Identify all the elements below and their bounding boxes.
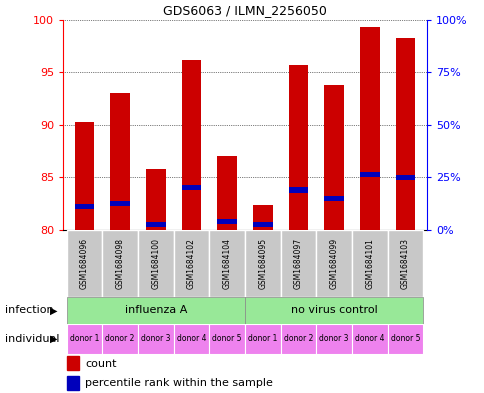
Bar bbox=[110, 93, 130, 230]
Bar bbox=[387, 324, 423, 354]
Bar bbox=[67, 356, 79, 370]
Text: donor 1: donor 1 bbox=[247, 334, 277, 343]
Text: donor 5: donor 5 bbox=[390, 334, 419, 343]
Text: GSM1684097: GSM1684097 bbox=[293, 238, 302, 289]
Text: ▶: ▶ bbox=[49, 334, 57, 344]
Bar bbox=[280, 324, 316, 354]
Bar bbox=[253, 205, 272, 230]
Bar bbox=[244, 230, 280, 297]
Text: ▶: ▶ bbox=[49, 305, 57, 316]
Bar bbox=[324, 196, 343, 201]
Bar bbox=[173, 324, 209, 354]
Text: GSM1684102: GSM1684102 bbox=[186, 238, 196, 289]
Text: infection: infection bbox=[5, 305, 53, 316]
Bar bbox=[137, 230, 173, 297]
Text: GSM1684098: GSM1684098 bbox=[115, 238, 124, 289]
Bar bbox=[181, 185, 201, 191]
Bar bbox=[395, 175, 414, 180]
Bar bbox=[66, 230, 102, 297]
Text: donor 4: donor 4 bbox=[354, 334, 384, 343]
Text: individual: individual bbox=[5, 334, 59, 344]
Text: percentile rank within the sample: percentile rank within the sample bbox=[85, 378, 272, 388]
Bar bbox=[217, 156, 236, 230]
Bar bbox=[351, 324, 387, 354]
Text: donor 2: donor 2 bbox=[283, 334, 313, 343]
Text: donor 3: donor 3 bbox=[318, 334, 348, 343]
Bar bbox=[288, 65, 308, 230]
Bar bbox=[173, 230, 209, 297]
Bar bbox=[75, 121, 94, 230]
Bar bbox=[137, 324, 173, 354]
Bar bbox=[316, 324, 351, 354]
Text: GSM1684099: GSM1684099 bbox=[329, 238, 338, 289]
Bar bbox=[209, 230, 244, 297]
Bar bbox=[359, 27, 379, 230]
Text: GSM1684100: GSM1684100 bbox=[151, 238, 160, 289]
Bar bbox=[181, 60, 201, 230]
Bar bbox=[395, 37, 414, 230]
Bar bbox=[146, 169, 165, 230]
Bar bbox=[102, 230, 137, 297]
Bar bbox=[66, 324, 102, 354]
Bar bbox=[146, 222, 165, 227]
Text: no virus control: no virus control bbox=[290, 305, 377, 316]
Bar bbox=[102, 324, 137, 354]
Bar bbox=[67, 376, 79, 390]
Bar bbox=[253, 222, 272, 227]
Text: donor 5: donor 5 bbox=[212, 334, 242, 343]
Text: GSM1684103: GSM1684103 bbox=[400, 238, 409, 289]
Bar bbox=[280, 230, 316, 297]
Text: GSM1684104: GSM1684104 bbox=[222, 238, 231, 289]
Text: GSM1684101: GSM1684101 bbox=[364, 238, 374, 289]
Text: donor 4: donor 4 bbox=[176, 334, 206, 343]
Text: donor 1: donor 1 bbox=[70, 334, 99, 343]
Bar bbox=[75, 204, 94, 209]
Bar bbox=[66, 297, 244, 324]
Bar bbox=[351, 230, 387, 297]
Text: count: count bbox=[85, 358, 116, 369]
Title: GDS6063 / ILMN_2256050: GDS6063 / ILMN_2256050 bbox=[163, 4, 326, 17]
Bar bbox=[324, 85, 343, 230]
Bar bbox=[217, 219, 236, 224]
Bar bbox=[359, 172, 379, 177]
Text: GSM1684095: GSM1684095 bbox=[257, 238, 267, 289]
Text: donor 3: donor 3 bbox=[141, 334, 170, 343]
Text: influenza A: influenza A bbox=[124, 305, 186, 316]
Bar bbox=[244, 297, 423, 324]
Bar bbox=[387, 230, 423, 297]
Bar bbox=[288, 187, 308, 193]
Bar bbox=[110, 201, 130, 206]
Bar bbox=[316, 230, 351, 297]
Bar bbox=[209, 324, 244, 354]
Text: GSM1684096: GSM1684096 bbox=[80, 238, 89, 289]
Bar bbox=[244, 324, 280, 354]
Text: donor 2: donor 2 bbox=[105, 334, 135, 343]
